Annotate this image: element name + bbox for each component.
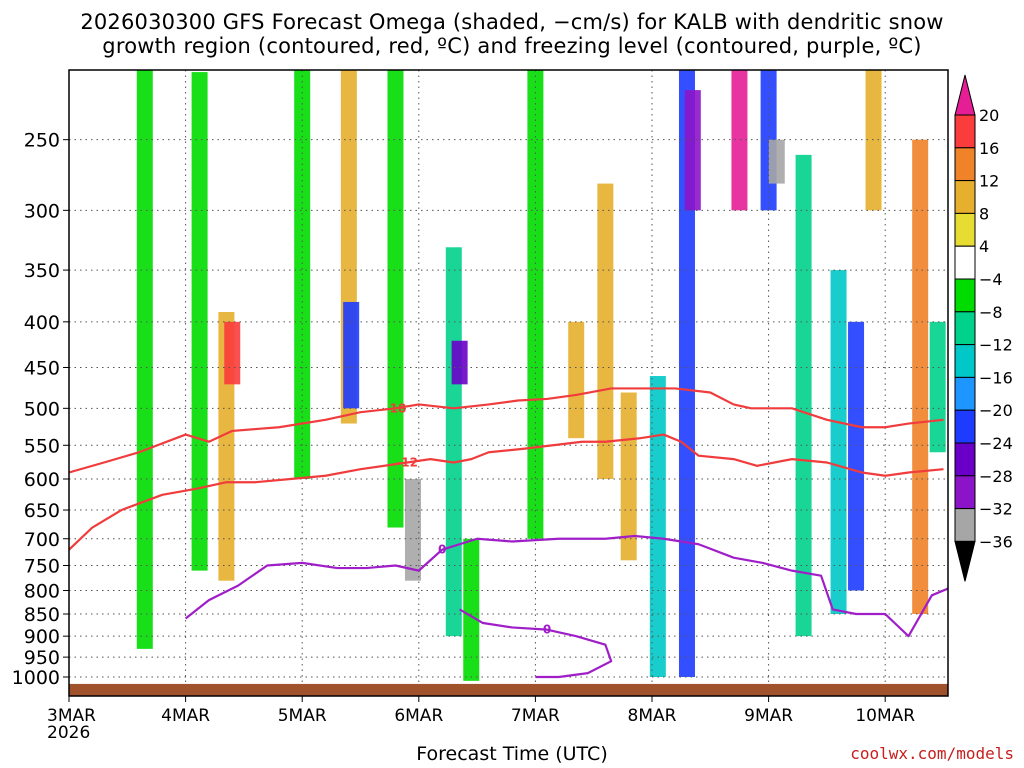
y-tick-label: 650: [24, 500, 60, 522]
x-tick-sublabel: 2026: [47, 723, 90, 743]
x-axis-title: Forecast Time (UTC): [416, 743, 608, 765]
colorbar-label: 8: [979, 204, 989, 223]
omega-cell: [224, 321, 241, 385]
omega-cell: [912, 139, 929, 615]
contour-line: [69, 387, 944, 474]
y-tick-label: 450: [24, 357, 60, 379]
x-tick-label: 8MAR: [628, 706, 677, 726]
contour-label: 0: [438, 543, 446, 557]
colorbar-segment: [954, 278, 976, 313]
omega-cell: [387, 70, 404, 528]
y-tick-label: 700: [24, 529, 60, 551]
colorbar-label: −32: [979, 500, 1013, 519]
chart-title-line2: growth region (contoured, red, ºC) and f…: [102, 34, 922, 58]
y-tick-label: 350: [24, 260, 60, 282]
omega-cell: [294, 70, 311, 479]
colorbar-segment: [954, 508, 976, 542]
colorbar-segment: [954, 74, 976, 116]
colorbar-segment: [954, 114, 976, 149]
colorbar-segment: [954, 442, 976, 477]
omega-cell: [649, 376, 666, 677]
colorbar-label: −20: [979, 401, 1013, 420]
omega-cell: [527, 70, 544, 539]
colorbar-segment: [954, 540, 976, 582]
colorbar-label: −4: [979, 270, 1003, 289]
omega-cell: [451, 340, 468, 385]
omega-cell: [848, 321, 865, 591]
colorbar-segment: [954, 376, 976, 411]
x-tick-label: 3MAR: [47, 706, 96, 726]
omega-cell: [929, 321, 946, 453]
y-tick-label: 400: [24, 312, 60, 334]
colorbar-label: −36: [979, 532, 1013, 551]
omega-cell: [136, 70, 153, 649]
omega-cell: [404, 479, 421, 581]
omega-cell: [830, 270, 847, 615]
colorbar-label: −12: [979, 336, 1013, 355]
y-tick-label: 250: [24, 130, 60, 152]
omega-cell: [768, 139, 785, 184]
surface-terrain: [69, 683, 948, 696]
y-tick-label: 900: [24, 626, 60, 648]
x-tick-label: 6MAR: [394, 706, 443, 726]
omega-cell: [865, 70, 882, 211]
colorbar-label: −24: [979, 434, 1013, 453]
omega-cell: [620, 392, 637, 561]
y-tick-label: 600: [24, 469, 60, 491]
x-tick-label: 5MAR: [278, 706, 327, 726]
colorbar-segment: [954, 409, 976, 444]
contour-line: [459, 608, 613, 679]
omega-cell: [678, 70, 695, 677]
y-tick-label: 1000: [12, 667, 60, 689]
y-tick-label: 950: [24, 647, 60, 669]
credit-text: coolwx.com/models: [850, 744, 1014, 763]
omega-cell: [795, 154, 812, 637]
x-tick-label: 4MAR: [161, 706, 210, 726]
chart-title-line1: 2026030300 GFS Forecast Omega (shaded, −…: [80, 10, 944, 34]
y-tick-label: 500: [24, 398, 60, 420]
contour-line: [69, 433, 944, 551]
colorbar-label: 12: [979, 172, 999, 191]
omega-cell: [684, 90, 701, 211]
omega-cell: [445, 247, 462, 637]
omega-cell: [731, 70, 748, 211]
colorbar-segment: [954, 245, 976, 280]
colorbar-label: −8: [979, 303, 1003, 322]
omega-cell: [191, 72, 208, 571]
colorbar-segment: [954, 475, 976, 510]
colorbar-label: −16: [979, 368, 1013, 387]
y-tick-label: 800: [24, 581, 60, 603]
x-tick-label: 9MAR: [744, 706, 793, 726]
omega-cell: [463, 538, 480, 681]
colorbar-segment: [954, 344, 976, 378]
x-tick-label: 7MAR: [511, 706, 560, 726]
plot-frame: [68, 69, 949, 697]
y-tick-label: 850: [24, 604, 60, 626]
colorbar-label: −28: [979, 467, 1013, 486]
colorbar-segment: [954, 180, 976, 214]
colorbar-segment: [954, 311, 976, 346]
colorbar-label: 20: [979, 106, 999, 125]
y-tick-label: 300: [24, 200, 60, 222]
contour-label: 0: [543, 623, 551, 637]
contour-line: [184, 534, 948, 638]
colorbar-segment: [954, 212, 976, 247]
colorbar-label: 16: [979, 139, 999, 158]
colorbar-segment: [954, 147, 976, 182]
omega-cell: [568, 321, 585, 439]
contour-label: -12: [396, 456, 418, 470]
y-tick-label: 550: [24, 435, 60, 457]
y-tick-label: 750: [24, 555, 60, 577]
colorbar-label: 4: [979, 237, 989, 256]
omega-cell: [597, 183, 614, 479]
contour-label: -18: [385, 401, 407, 415]
x-tick-label: 10MAR: [855, 706, 915, 726]
omega-cell: [343, 301, 360, 409]
